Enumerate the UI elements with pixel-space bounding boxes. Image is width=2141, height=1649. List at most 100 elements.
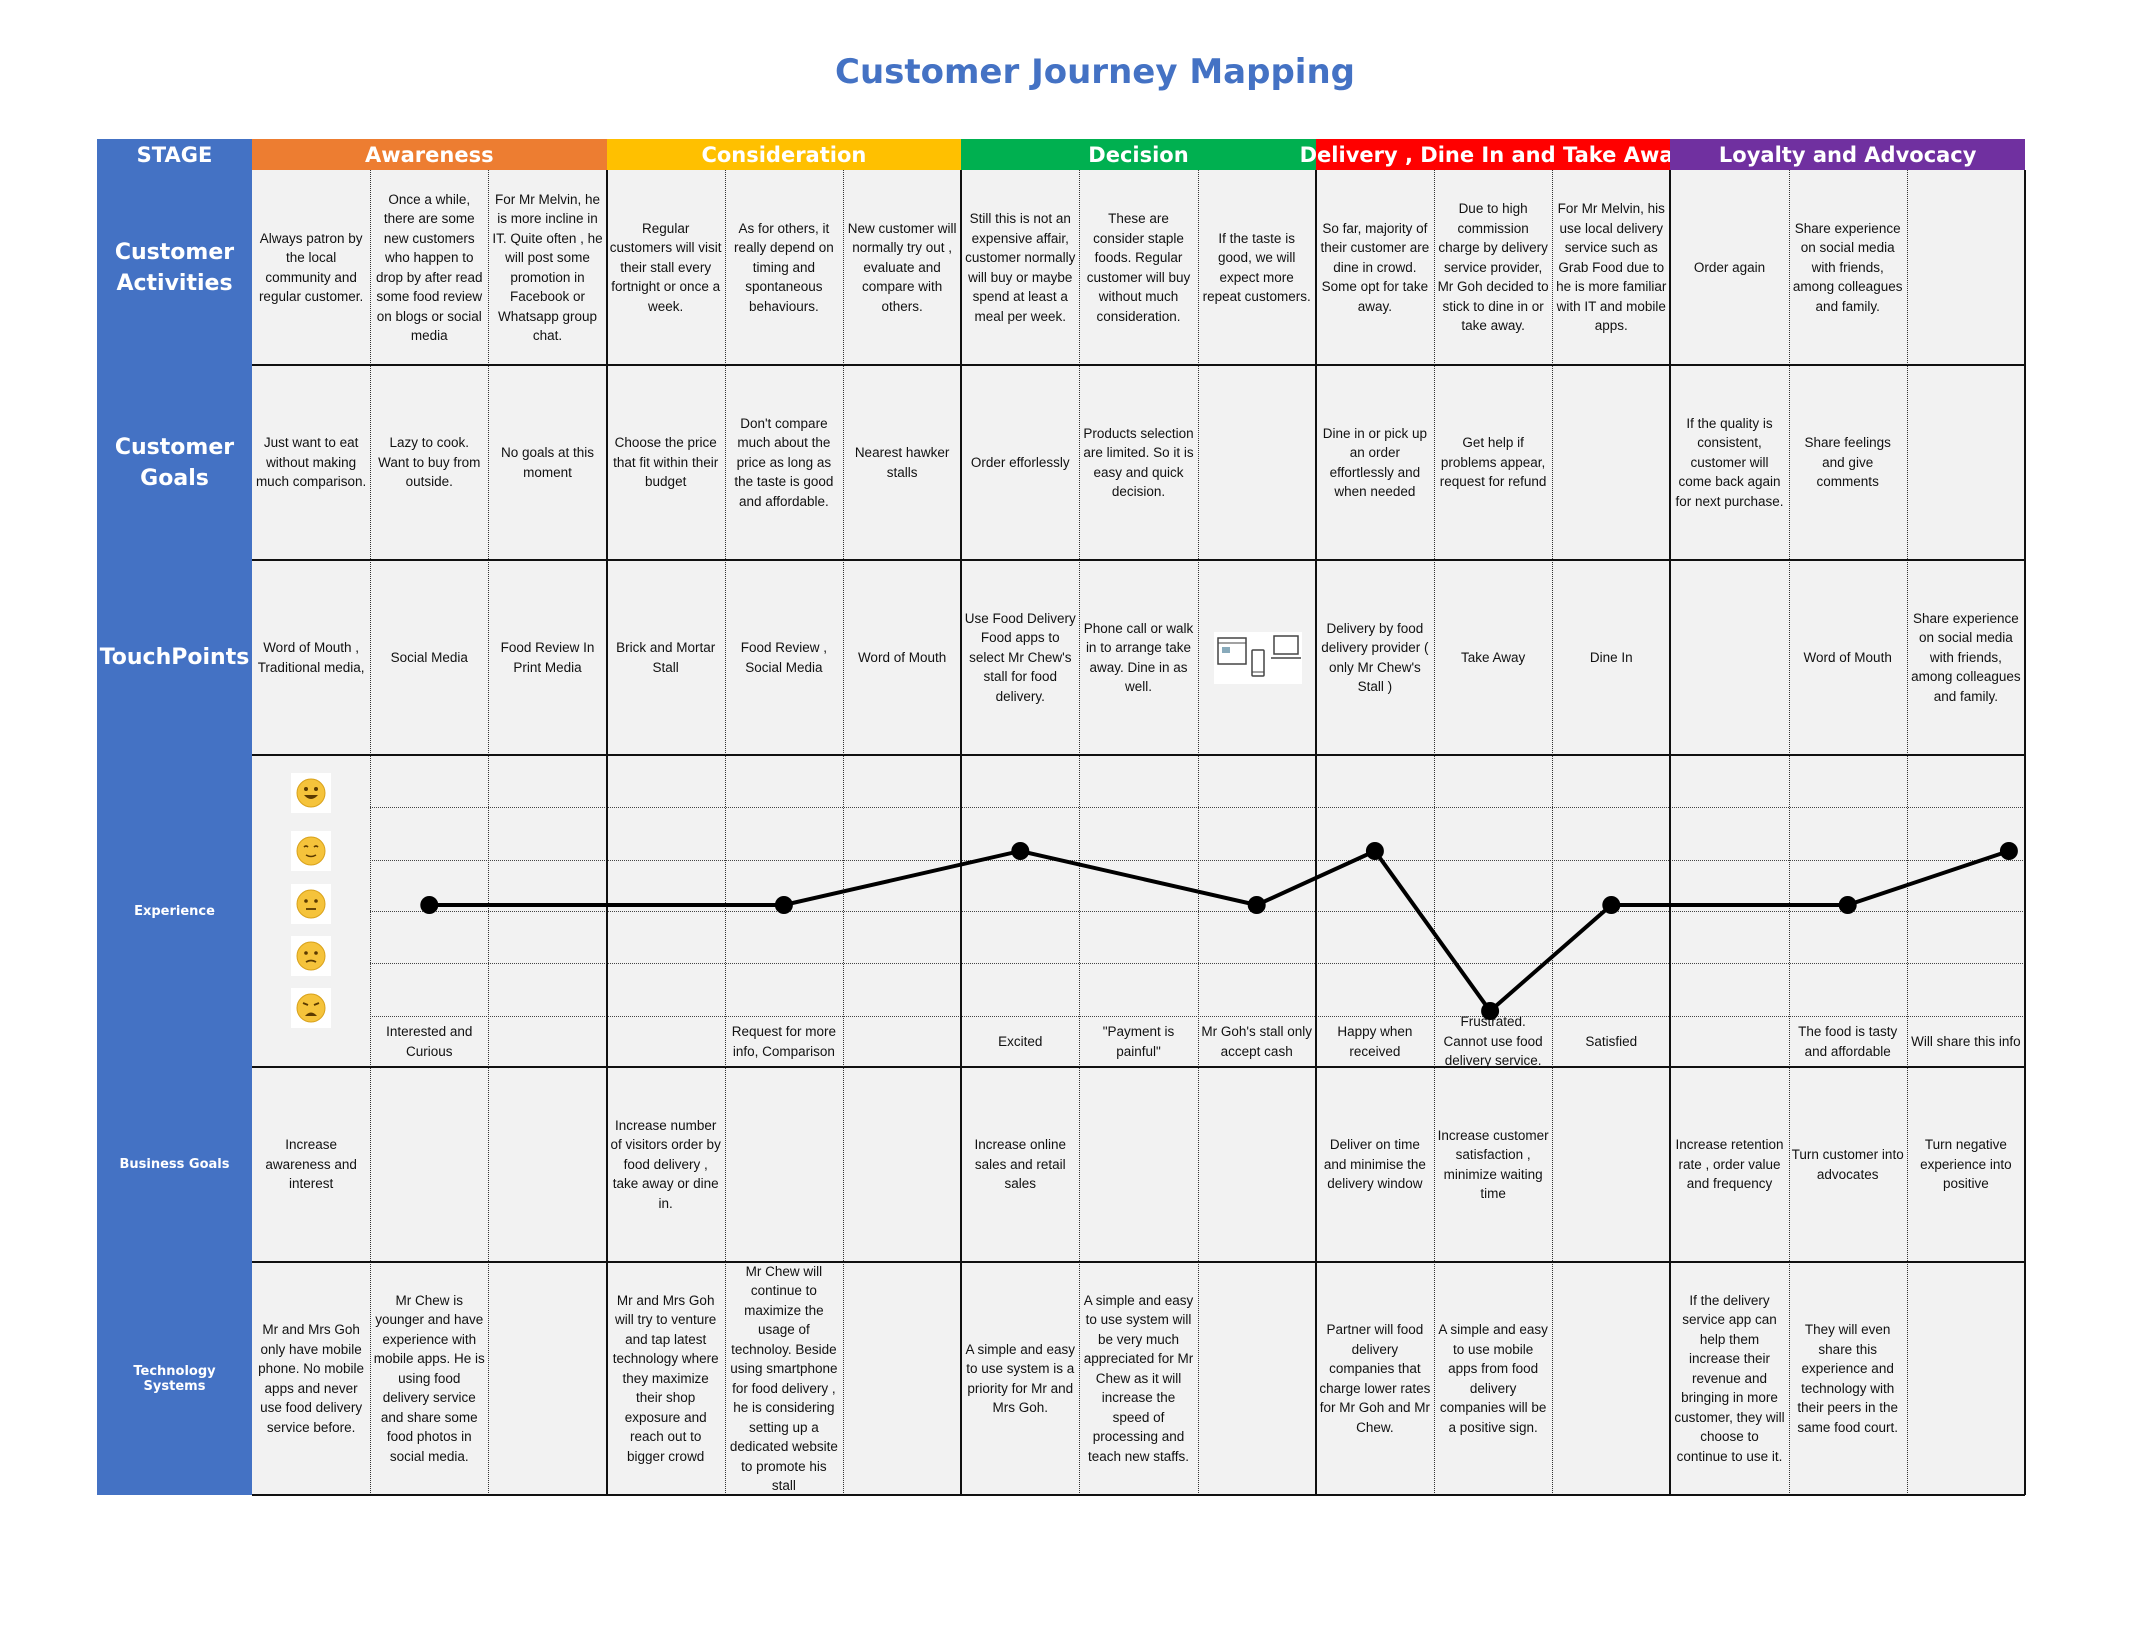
business-cell: Deliver on time and minimise the deliver… [1323, 1137, 1426, 1192]
experience-line [429, 848, 2010, 1014]
column-divider [724, 170, 726, 1495]
touchpoints-cell: Use Food Delivery Food apps to select Mr… [964, 610, 1076, 704]
business-cell: Increase online sales and retail sales [974, 1137, 1067, 1192]
business-cell: Increase retention rate , order value an… [1675, 1137, 1784, 1192]
column-divider [1552, 170, 1554, 1495]
experience-label: Interested and Curious [386, 1024, 473, 1059]
content-face-icon [291, 831, 331, 871]
experience-label: Will share this info [1911, 1033, 2021, 1049]
experience-guide-line [370, 911, 2025, 912]
touchpoints-cell: Word of Mouth , Traditional media, [257, 640, 365, 675]
row-header-activities: Customer Activities [97, 170, 252, 365]
row-divider [252, 559, 2025, 561]
goals-cell: No goals at this moment [500, 445, 595, 480]
column-divider [488, 170, 490, 1495]
stage-header-3: Decision [961, 139, 1316, 170]
column-divider [1197, 170, 1199, 1495]
row-header-experience: Experience [97, 755, 252, 1067]
experience-label: "Payment is painful" [1102, 1024, 1175, 1059]
business-cell: Increase number of visitors order by foo… [610, 1117, 721, 1211]
activities-cell: So far, majority of their customer are d… [1320, 220, 1430, 314]
touchpoints-cell: Brick and Mortar Stall [616, 640, 716, 675]
goals-cell: Choose the price that fit within their b… [613, 435, 719, 490]
activities-cell: Share experience on social media with fr… [1792, 220, 1903, 314]
stage-header-label: STAGE [97, 139, 252, 170]
technology-cell: A simple and easy to use system is a pri… [965, 1341, 1076, 1416]
goals-cell: Order efforlessly [970, 454, 1070, 470]
experience-guide-line [370, 963, 2025, 964]
row-divider [252, 1494, 2025, 1496]
activities-cell: Order again [1693, 259, 1766, 275]
stage-header-4: Delivery , Dine In and Take Away [1300, 139, 1687, 170]
experience-label: Happy when received [1337, 1024, 1413, 1059]
activities-cell: Once a while, there are some new custome… [375, 191, 483, 344]
row-header-touchpoints: TouchPoints [97, 560, 252, 755]
stage-divider [960, 170, 963, 1495]
experience-label: Mr Goh's stall only accept cash [1201, 1024, 1312, 1059]
stage-divider [1669, 170, 1672, 1495]
experience-point [420, 896, 439, 914]
row-divider [252, 1066, 2025, 1068]
row-area-technology [252, 1262, 2025, 1495]
activities-cell: Regular customers will visit their stall… [609, 220, 722, 314]
activities-cell: For Mr Melvin, he is more incline in IT.… [492, 191, 603, 344]
technology-cell: They will even share this experience and… [1797, 1322, 1898, 1435]
touchpoints-cell: Dine In [1589, 649, 1633, 665]
touchpoints-cell: Take Away [1460, 649, 1526, 665]
row-area-business [252, 1067, 2025, 1262]
experience-point [1602, 896, 1621, 914]
row-divider [252, 1261, 2025, 1263]
goals-cell: Products selection are limited. So it is… [1083, 425, 1194, 500]
neutral-face-icon [291, 884, 331, 924]
activities-cell: These are consider staple foods. Regular… [1086, 211, 1191, 324]
column-divider [1079, 170, 1081, 1495]
experience-label: Satisfied [1585, 1033, 1638, 1049]
experience-guide-line [370, 1016, 2025, 1017]
goals-cell: Dine in or pick up an order effortlessly… [1322, 425, 1428, 500]
experience-guide-line [370, 860, 2025, 861]
column-divider [370, 170, 372, 1495]
experience-point [1247, 896, 1266, 914]
activities-cell: Still this is not an expensive affair, c… [965, 211, 1076, 324]
experience-guide-line [370, 807, 2025, 808]
experience-point [1011, 842, 1030, 860]
technology-cell: Mr Chew is younger and have experience w… [373, 1292, 485, 1464]
stage-header-2: Consideration [606, 139, 962, 170]
business-cell: Turn negative experience into positive [1920, 1137, 2012, 1192]
touchpoints-cell: Word of Mouth [857, 649, 947, 665]
column-divider [1906, 170, 1908, 1495]
technology-cell: A simple and easy to use mobile apps fro… [1438, 1322, 1548, 1435]
activities-cell: Always patron by the local community and… [258, 230, 364, 305]
touchpoints-cell: Food Review , Social Media [740, 640, 828, 675]
stage-header-1: Awareness [252, 139, 607, 170]
experience-point [1365, 842, 1384, 860]
business-cell: Increase awareness and interest [265, 1137, 357, 1192]
row-header-business: Business Goals [97, 1067, 252, 1262]
goals-cell: Don't compare much about the price as lo… [734, 415, 834, 509]
touchpoints-cell: Social Media [390, 649, 468, 665]
technology-cell: Partner will food delivery companies tha… [1319, 1322, 1431, 1435]
stage-header-5: Loyalty and Advocacy [1670, 139, 2025, 170]
activities-cell: Due to high commission charge by deliver… [1437, 201, 1549, 334]
experience-label: Request for more info, Comparison [731, 1024, 837, 1059]
row-header-technology: Technology Systems [97, 1262, 252, 1495]
touchpoints-cell: Food Review In Print Media [500, 640, 595, 675]
experience-point [1999, 842, 2018, 860]
technology-cell: A simple and easy to use system will be … [1083, 1292, 1194, 1464]
stage-divider [605, 170, 608, 1495]
row-area-touchpoints [252, 560, 2025, 755]
column-divider [1434, 170, 1435, 1495]
technology-cell: If the delivery service app can help the… [1674, 1292, 1785, 1464]
experience-label: Excited [998, 1033, 1043, 1049]
frustrated-face-icon [291, 988, 331, 1028]
goals-cell: If the quality is consistent, customer w… [1675, 415, 1784, 509]
goals-cell: Just want to eat without making much com… [255, 435, 367, 490]
experience-point [1481, 1002, 1500, 1020]
touchpoints-cell: Delivery by food delivery provider ( onl… [1321, 620, 1429, 695]
goals-cell: Share feelings and give comments [1804, 435, 1891, 490]
goals-cell: Nearest hawker stalls [854, 445, 950, 480]
experience-point [1838, 896, 1857, 914]
worried-face-icon [291, 936, 331, 976]
activities-cell: For Mr Melvin, his use local delivery se… [1556, 201, 1667, 334]
